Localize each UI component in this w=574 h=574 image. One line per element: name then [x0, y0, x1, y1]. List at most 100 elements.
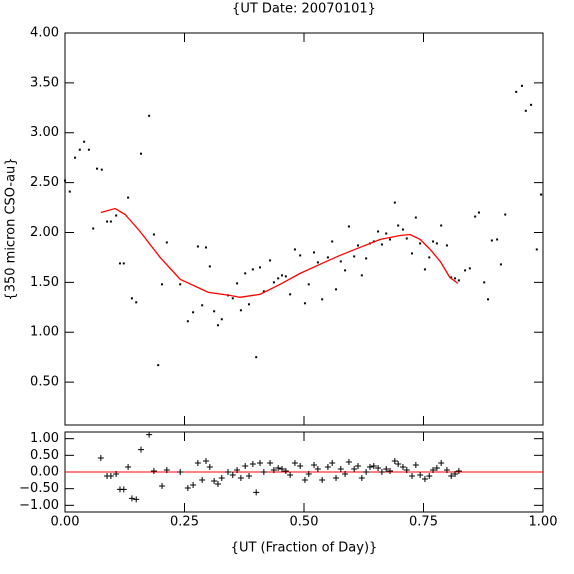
x-tick-label: 0.25: [170, 515, 199, 530]
data-point: [68, 190, 71, 193]
residual-point: [452, 471, 459, 477]
data-point: [428, 256, 431, 259]
residual-point: [412, 462, 419, 468]
data-point: [414, 216, 417, 219]
data-point: [135, 301, 138, 304]
data-point: [130, 297, 133, 300]
data-point: [201, 304, 204, 307]
residual-point: [253, 489, 260, 496]
residual-point: [113, 471, 120, 477]
residual-point: [333, 475, 340, 481]
data-point: [326, 256, 329, 259]
x-tick-label: 0.00: [51, 515, 80, 530]
residual-point: [443, 467, 450, 473]
data-point: [106, 220, 109, 223]
residual-point: [433, 465, 440, 471]
data-point: [239, 309, 242, 312]
residual-point: [403, 467, 410, 473]
y-tick-label: 1.00: [30, 431, 59, 446]
data-point: [244, 272, 247, 275]
data-point: [515, 90, 518, 93]
residual-point: [257, 460, 264, 466]
data-point: [457, 279, 460, 282]
data-point: [293, 248, 296, 251]
residual-point: [146, 431, 153, 438]
residual-point: [177, 469, 184, 475]
data-point: [339, 260, 342, 263]
data-point: [307, 283, 310, 286]
data-point: [157, 364, 160, 367]
y-tick-label: 1.50: [30, 275, 59, 290]
residual-point: [194, 460, 201, 466]
data-point: [74, 156, 77, 159]
residual-point: [399, 464, 406, 470]
y-tick-label: 3.00: [30, 125, 59, 140]
residual-point: [355, 463, 362, 469]
residual-point: [358, 475, 365, 481]
residual-point: [184, 485, 191, 491]
data-point: [205, 246, 208, 249]
y-tick-label: −0.50: [19, 481, 59, 496]
residual-point: [279, 466, 286, 472]
residual-point: [370, 463, 377, 469]
data-point: [496, 238, 499, 241]
y-tick-label: 2.50: [30, 175, 59, 190]
residual-point: [329, 460, 336, 466]
residual-point: [97, 455, 104, 461]
data-point: [78, 148, 81, 151]
residual-point: [270, 467, 277, 473]
data-point: [299, 254, 302, 257]
residual-point: [138, 446, 145, 453]
residual-point: [150, 468, 157, 474]
residual-point: [128, 495, 135, 502]
residual-point: [224, 469, 231, 475]
data-point: [115, 214, 118, 217]
residual-point: [287, 472, 294, 478]
x-tick-label: 0.50: [290, 515, 319, 530]
y-axis-label: {350 micron CSO-au}: [4, 157, 19, 300]
data-point: [127, 196, 130, 199]
data-point: [248, 303, 251, 306]
data-point: [196, 245, 199, 248]
residual-point: [387, 468, 394, 474]
data-point: [397, 224, 400, 227]
data-point: [440, 224, 443, 227]
data-point: [277, 277, 280, 280]
residual-point: [229, 472, 236, 478]
data-point: [477, 211, 480, 214]
data-point: [284, 275, 287, 278]
data-point: [281, 274, 284, 277]
data-point: [385, 232, 388, 235]
residual-point: [107, 473, 114, 479]
y-tick-label: 3.50: [30, 75, 59, 90]
y-tick-label: 0.50: [30, 375, 59, 390]
data-point: [335, 288, 338, 291]
data-point: [487, 298, 490, 301]
residual-point: [363, 469, 370, 475]
residual-point: [324, 464, 331, 470]
residual-point: [218, 475, 225, 481]
data-point: [464, 269, 467, 272]
residual-point: [301, 477, 308, 483]
data-point: [87, 148, 90, 151]
data-point: [259, 266, 262, 269]
residual-point: [190, 482, 197, 488]
residual-point: [199, 477, 206, 483]
x-tick-label: 0.75: [409, 515, 438, 530]
y-tick-label: −1.00: [19, 498, 59, 513]
data-point: [140, 152, 143, 155]
residual-point: [455, 468, 462, 474]
y-tick-label: 0.50: [30, 448, 59, 463]
y-tick-label: 0.00: [30, 465, 59, 480]
residual-point: [206, 464, 213, 470]
data-point: [344, 269, 347, 272]
residual-point: [203, 458, 210, 464]
residual-point: [234, 467, 241, 473]
residual-point: [211, 478, 218, 484]
residual-point: [305, 471, 312, 477]
data-point: [535, 248, 538, 251]
residual-point: [319, 477, 326, 483]
data-point: [331, 240, 334, 243]
data-point: [236, 282, 239, 285]
